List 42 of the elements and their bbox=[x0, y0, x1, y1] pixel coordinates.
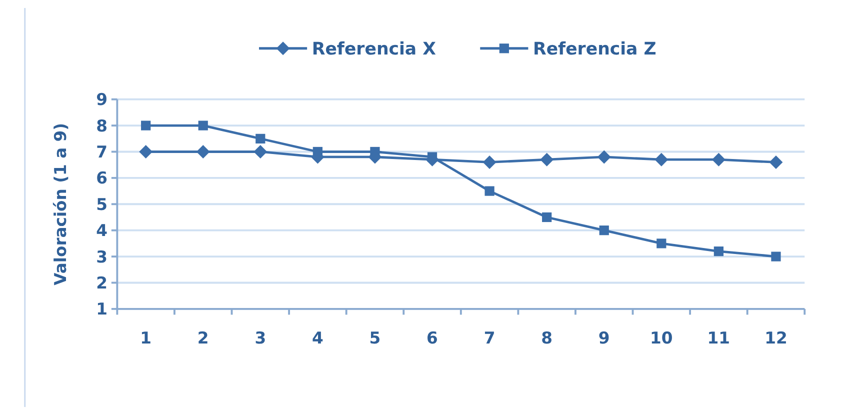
x-tick-label: 10 bbox=[650, 328, 673, 348]
point bbox=[139, 145, 153, 158]
legend-label: Referencia X bbox=[312, 39, 436, 60]
point bbox=[256, 134, 266, 144]
x-tick-label: 6 bbox=[426, 328, 438, 348]
y-tick-label: 7 bbox=[96, 142, 108, 162]
point bbox=[254, 145, 268, 158]
point bbox=[771, 252, 781, 262]
x-tick-label: 7 bbox=[484, 328, 496, 348]
y-tick-label: 2 bbox=[96, 273, 108, 292]
point bbox=[656, 238, 666, 248]
x-tick-label: 11 bbox=[707, 328, 730, 348]
point bbox=[484, 186, 494, 196]
y-tick-label: 4 bbox=[96, 221, 108, 240]
point bbox=[141, 120, 151, 130]
x-tick-label: 9 bbox=[598, 328, 610, 348]
y-tick-label: 6 bbox=[96, 168, 108, 188]
point bbox=[198, 120, 208, 130]
x-tick-label: 12 bbox=[764, 328, 788, 348]
point bbox=[712, 152, 726, 166]
y-axis-title: Valoración (1 a 9) bbox=[51, 122, 70, 286]
point bbox=[482, 155, 496, 169]
y-tick-label: 1 bbox=[96, 300, 108, 319]
point bbox=[196, 145, 210, 158]
x-tick-label: 1 bbox=[140, 328, 152, 348]
point bbox=[540, 152, 554, 166]
point bbox=[542, 212, 552, 222]
x-tick-label: 5 bbox=[369, 328, 381, 348]
x-tick-label: 3 bbox=[254, 328, 266, 348]
y-tick-label: 9 bbox=[96, 90, 108, 110]
x-tick-label: 8 bbox=[541, 328, 553, 348]
point bbox=[769, 155, 783, 169]
x-tick-label: 2 bbox=[197, 328, 209, 348]
y-tick-label: 8 bbox=[96, 116, 108, 136]
point bbox=[599, 226, 609, 236]
point bbox=[654, 152, 668, 166]
point bbox=[714, 246, 724, 256]
y-tick-label: 5 bbox=[96, 194, 108, 214]
point bbox=[597, 150, 611, 164]
y-tick-label: 3 bbox=[96, 247, 108, 266]
legend-label: Referencia Z bbox=[533, 39, 656, 60]
x-tick-label: 4 bbox=[312, 328, 324, 348]
